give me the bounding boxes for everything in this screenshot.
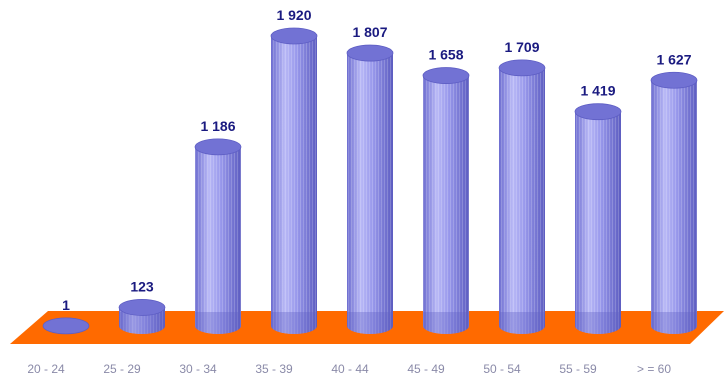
bar-1 [42, 317, 90, 335]
value-labels-group: 1 123 1 186 1 920 1 807 1 658 1 709 1 419 1 627 [62, 7, 692, 313]
bar-base-shade [499, 312, 545, 334]
value-label-9: 1 627 [656, 51, 691, 67]
bar-8 [574, 103, 622, 334]
bar-top [270, 27, 318, 45]
bar-3 [194, 138, 242, 334]
x-tick-label-8: 55 - 59 [559, 362, 597, 376]
bar-texture [195, 146, 241, 334]
bar-texture [499, 67, 545, 335]
x-tick-label-1: 20 - 24 [27, 362, 65, 376]
x-tick-label-2: 25 - 29 [103, 362, 141, 376]
bar-top [346, 44, 394, 62]
value-label-2: 123 [130, 278, 154, 294]
bar-base-shade [195, 312, 241, 334]
bar-texture [423, 75, 469, 335]
bar-6 [422, 67, 470, 335]
value-label-3: 1 186 [200, 118, 235, 134]
bar-texture [575, 111, 621, 334]
value-label-6: 1 658 [428, 47, 463, 63]
bar-base-shade [575, 312, 621, 334]
value-label-5: 1 807 [352, 24, 387, 40]
bar-top [194, 138, 242, 156]
bar-7 [498, 59, 546, 335]
bars-group [42, 27, 698, 335]
x-tick-label-6: 45 - 49 [407, 362, 445, 376]
bar-base-shade [347, 312, 393, 334]
bar-texture [347, 53, 393, 334]
bar-2 [118, 299, 166, 334]
x-tick-label-4: 35 - 39 [255, 362, 293, 376]
x-tick-label-5: 40 - 44 [331, 362, 369, 376]
bar-top [422, 67, 470, 84]
bar-4 [270, 27, 318, 334]
x-tick-label-7: 50 - 54 [483, 362, 521, 376]
value-label-8: 1 419 [580, 83, 615, 99]
bar-base-shade [651, 312, 697, 334]
bar-top [498, 59, 546, 77]
bar-top [42, 317, 90, 335]
bar-texture [651, 80, 697, 334]
bar-base-shade [423, 312, 469, 334]
bar-top [574, 103, 622, 121]
bar-top [650, 71, 698, 89]
x-tick-label-9: > = 60 [637, 362, 671, 376]
x-tick-labels-group: 20 - 24 25 - 29 30 - 34 35 - 39 40 - 44 45 - … [27, 362, 671, 376]
value-label-7: 1 709 [504, 39, 539, 55]
value-label-1: 1 [62, 297, 70, 313]
bar-5 [346, 44, 394, 334]
bar-top [118, 299, 166, 316]
x-tick-label-3: 30 - 34 [179, 362, 217, 376]
bar-base-shade [119, 312, 165, 334]
bar-base-shade [271, 312, 317, 334]
value-label-4: 1 920 [276, 7, 311, 23]
bar-texture [271, 36, 317, 334]
bar-9 [650, 71, 698, 334]
